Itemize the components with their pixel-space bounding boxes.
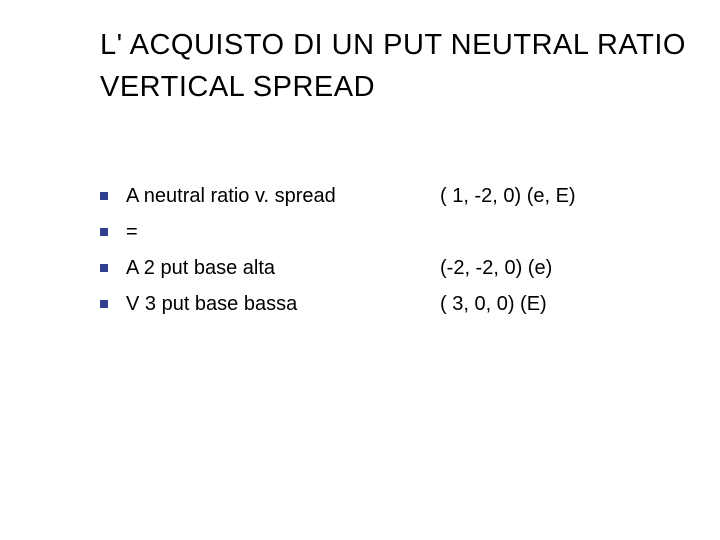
slide-body: A neutral ratio v. spread = A 2 put base… — [100, 178, 692, 322]
slide-title: L' ACQUISTO DI UN PUT NEUTRAL RATIO VERT… — [100, 24, 692, 108]
list-item-label: A neutral ratio v. spread — [126, 180, 336, 212]
list-item-label: = — [126, 216, 138, 248]
value-item: (-2, -2, 0) (e) — [440, 250, 640, 286]
label-column: A neutral ratio v. spread = A 2 put base… — [100, 178, 400, 322]
list-item: V 3 put base bassa — [100, 286, 400, 322]
list-item: A neutral ratio v. spread — [100, 178, 400, 214]
slide: L' ACQUISTO DI UN PUT NEUTRAL RATIO VERT… — [0, 0, 720, 540]
bullet-icon — [100, 228, 108, 236]
value-column: ( 1, -2, 0) (e, E) (-2, -2, 0) (e) ( 3, … — [440, 178, 640, 322]
value-text: (-2, -2, 0) (e) — [440, 252, 552, 284]
list-item-label: V 3 put base bassa — [126, 288, 297, 320]
list-item: A 2 put base alta — [100, 250, 400, 286]
value-item: ( 1, -2, 0) (e, E) — [440, 178, 640, 214]
bullet-icon — [100, 264, 108, 272]
list-item: = — [100, 214, 400, 250]
value-text: ( 1, -2, 0) (e, E) — [440, 180, 576, 212]
list-item-label: A 2 put base alta — [126, 252, 275, 284]
value-text: ( 3, 0, 0) (E) — [440, 288, 547, 320]
bullet-icon — [100, 192, 108, 200]
value-item — [440, 214, 640, 250]
bullet-icon — [100, 300, 108, 308]
value-item: ( 3, 0, 0) (E) — [440, 286, 640, 322]
